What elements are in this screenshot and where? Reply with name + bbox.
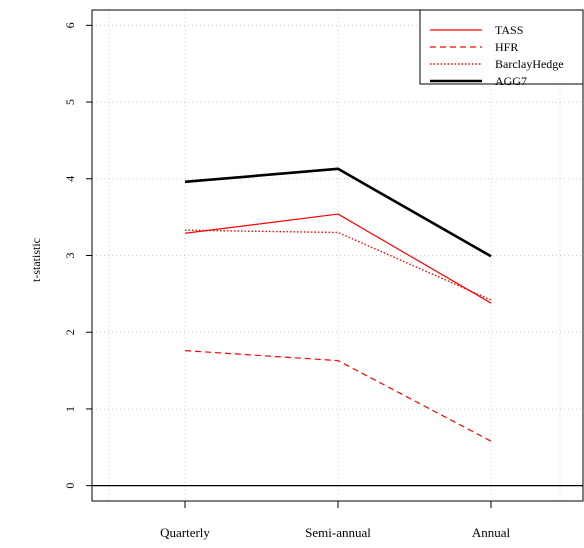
y-axis: 0 1 2 3 4 5 6 bbox=[63, 22, 92, 489]
x-tick-label: Annual bbox=[472, 525, 511, 540]
y-tick-label: 5 bbox=[63, 99, 77, 105]
legend-label: TASS bbox=[495, 23, 523, 37]
legend-label: AGG7 bbox=[495, 74, 527, 88]
legend: TASS HFR BarclayHedge AGG7 bbox=[419, 9, 584, 88]
x-axis: Quarterly Semi-annual Annual bbox=[160, 501, 511, 540]
y-axis-label: t-statistic bbox=[29, 238, 43, 282]
y-tick-label: 1 bbox=[63, 406, 77, 412]
y-tick-label: 6 bbox=[63, 22, 77, 28]
x-tick-label: Semi-annual bbox=[305, 525, 371, 540]
legend-label: BarclayHedge bbox=[495, 57, 564, 71]
series-lines bbox=[184, 167, 492, 442]
x-tick-label: Quarterly bbox=[160, 525, 210, 540]
series-line-barclayhedge bbox=[184, 229, 492, 301]
y-tick-label: 2 bbox=[63, 329, 77, 335]
series-line-hfr bbox=[184, 350, 492, 442]
legend-label: HFR bbox=[495, 40, 518, 54]
legend-box bbox=[419, 9, 584, 85]
series-line-agg7 bbox=[184, 167, 492, 258]
y-tick-label: 3 bbox=[63, 253, 77, 259]
y-tick-label: 4 bbox=[63, 176, 77, 182]
y-tick-label: 0 bbox=[63, 483, 77, 489]
series-line-tass bbox=[184, 213, 492, 304]
